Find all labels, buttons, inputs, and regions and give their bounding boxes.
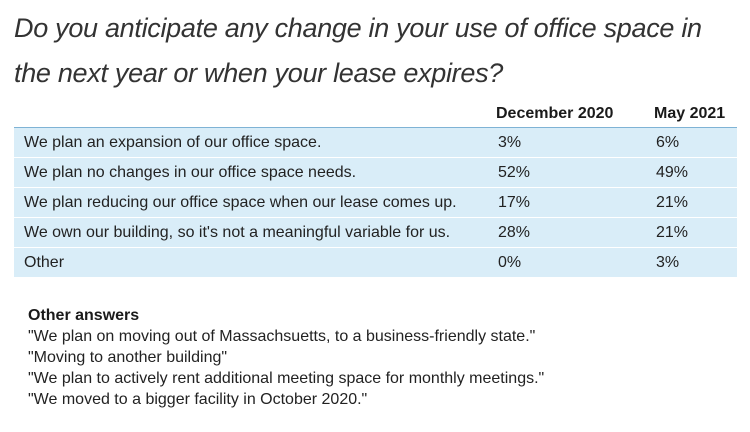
table-row: We plan no changes in our office space n… (14, 157, 737, 187)
cell-may-2021: 6% (656, 134, 680, 151)
row-label: We plan reducing our office space when o… (24, 194, 457, 211)
other-answer-item: "Moving to another building" (28, 349, 228, 366)
cell-may-2021: 3% (656, 254, 680, 271)
table-body: We plan an expansion of our office space… (14, 127, 737, 277)
table-row: We own our building, so it's not a meani… (14, 217, 737, 247)
column-header-december-2020: December 2020 (496, 105, 614, 122)
other-answer-item: "We moved to a bigger facility in Octobe… (28, 391, 368, 408)
row-label: We own our building, so it's not a meani… (24, 224, 451, 241)
table-row: We plan an expansion of our office space… (14, 127, 737, 157)
other-answers-section: Other answers "We plan on moving out of … (28, 305, 728, 410)
cell-may-2021: 49% (656, 164, 689, 181)
cell-december-2020: 3% (498, 134, 522, 151)
row-label: We plan an expansion of our office space… (24, 134, 322, 151)
cell-december-2020: 0% (498, 254, 522, 271)
other-answers-heading: Other answers (28, 307, 140, 324)
cell-december-2020: 52% (498, 164, 531, 181)
cell-may-2021: 21% (656, 224, 689, 241)
row-label: Other (24, 254, 65, 271)
page-title: Do you anticipate any change in your use… (14, 13, 702, 88)
column-header-may-2021: May 2021 (654, 105, 726, 122)
row-label: We plan no changes in our office space n… (24, 164, 357, 181)
table-row: Other 0% 3% (14, 247, 737, 277)
table-header: December 2020 May 2021 (14, 99, 737, 127)
other-answer-item: "We plan on moving out of Massachsuetts,… (28, 328, 536, 345)
other-answer-item: "We plan to actively rent additional mee… (28, 370, 545, 387)
cell-december-2020: 28% (498, 224, 531, 241)
cell-december-2020: 17% (498, 194, 531, 211)
cell-may-2021: 21% (656, 194, 689, 211)
table-row: We plan reducing our office space when o… (14, 187, 737, 217)
survey-table: December 2020 May 2021 We plan an expans… (14, 99, 737, 277)
